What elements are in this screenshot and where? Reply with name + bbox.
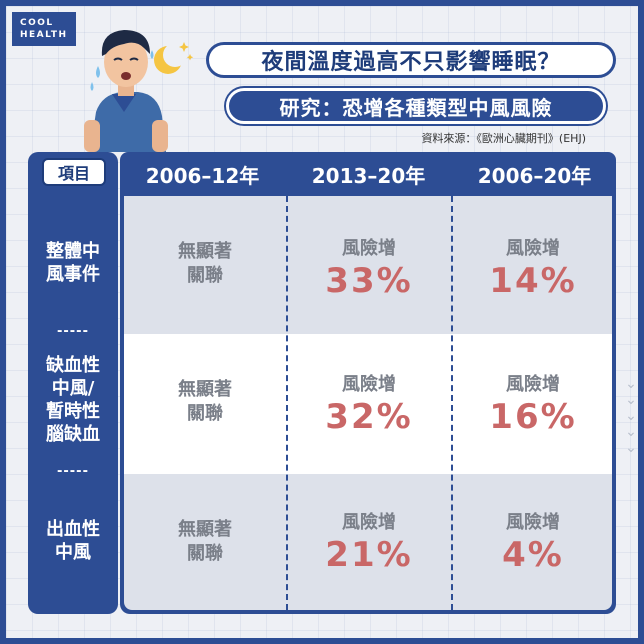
table-row: 無顯著 關聯 風險增 32% 風險增 16% — [124, 334, 612, 474]
no-association-text: 無顯著 — [178, 519, 232, 540]
row-label-ischemic-stroke: 缺血性 中風/ 暫時性 腦缺血 — [28, 354, 118, 446]
risk-increase-value: 16% — [489, 397, 577, 437]
column-divider — [451, 196, 453, 610]
risk-increase-value: 33% — [325, 261, 413, 301]
column-header-2006-12: 2006–12年 — [145, 163, 260, 188]
row-label-line: 風事件 — [46, 264, 100, 285]
table-cell-risk: 風險增 21% — [288, 512, 450, 576]
column-header-2013-20: 2013–20年 — [311, 163, 426, 188]
row-label-line: 中風/ — [51, 378, 95, 399]
risk-increase-label: 風險增 — [342, 512, 396, 533]
row-label-overall-stroke: 整體中 風事件 — [28, 240, 118, 286]
risk-increase-label: 風險增 — [342, 238, 396, 259]
table-cell-risk: 風險增 16% — [452, 374, 614, 438]
no-association-text: 關聯 — [187, 403, 223, 424]
table-row: 無顯著 關聯 風險增 21% 風險增 4% — [124, 474, 612, 610]
source-citation: 資料來源：《歐洲心臟期刊》(EHJ) — [421, 132, 586, 145]
risk-increase-label: 風險增 — [506, 238, 560, 259]
no-association-text: 無顯著 — [178, 241, 232, 262]
no-association-text: 關聯 — [187, 265, 223, 286]
main-title: 夜間溫度過高不只影響睡眠？ — [206, 42, 616, 78]
table-cell-risk: 風險增 33% — [288, 238, 450, 302]
table-cell-risk: 風險增 4% — [452, 512, 614, 576]
table-cell-no-association: 無顯著 關聯 — [124, 240, 286, 288]
table-cell-risk: 風險增 14% — [452, 238, 614, 302]
row-label-line: 缺血性 — [46, 355, 100, 376]
row-label-line: 中風 — [55, 542, 91, 563]
risk-increase-label: 風險增 — [506, 374, 560, 395]
subtitle-banner: 研究：恐增各種類型中風風險 — [226, 88, 606, 124]
cool-health-logo: COOL HEALTH — [12, 12, 76, 46]
infographic-canvas: COOL HEALTH — [6, 6, 638, 638]
risk-increase-label: 風險增 — [506, 512, 560, 533]
moon-stars-icon — [154, 42, 194, 74]
row-label-hemorrhagic-stroke: 出血性 中風 — [28, 518, 118, 564]
row-label-column: 項目 整體中 風事件 ----- 缺血性 中風/ 暫時性 腦缺血 ----- 出… — [28, 152, 118, 614]
table-body: 無顯著 關聯 風險增 33% 風險增 14% 無顯著 關聯 — [120, 196, 616, 614]
comparison-table: 項目 整體中 風事件 ----- 缺血性 中風/ 暫時性 腦缺血 ----- 出… — [28, 152, 616, 614]
row-label-line: 腦缺血 — [46, 424, 100, 445]
no-association-text: 無顯著 — [178, 379, 232, 400]
risk-increase-value: 14% — [489, 261, 577, 301]
table-cell-no-association: 無顯著 關聯 — [124, 378, 286, 426]
row-separator: ----- — [57, 324, 89, 339]
table-cell-risk: 風險增 32% — [288, 374, 450, 438]
row-separator: ----- — [57, 464, 89, 479]
risk-increase-value: 4% — [502, 535, 564, 575]
column-header-row: 2006–12年 2013–20年 2006–20年 — [120, 152, 616, 196]
row-label-line: 整體中 — [46, 241, 100, 262]
row-label-line: 暫時性 — [46, 401, 100, 422]
risk-increase-value: 21% — [325, 535, 413, 575]
row-label-line: 出血性 — [46, 519, 100, 540]
column-divider — [286, 196, 288, 610]
sweating-person-icon — [84, 30, 168, 152]
item-header-tag: 項目 — [42, 158, 106, 186]
risk-increase-label: 風險增 — [342, 374, 396, 395]
chevron-down-icon: ⌄ ⌄ ⌄ ⌄ ⌄ — [625, 376, 637, 456]
logo-line-1: COOL — [20, 18, 54, 28]
no-association-text: 關聯 — [187, 543, 223, 564]
risk-increase-value: 32% — [325, 397, 413, 437]
logo-line-2: HEALTH — [20, 30, 68, 40]
table-row: 無顯著 關聯 風險增 33% 風險增 14% — [124, 196, 612, 334]
column-header-2006-20: 2006–20年 — [477, 163, 592, 188]
table-cell-no-association: 無顯著 關聯 — [124, 518, 286, 566]
